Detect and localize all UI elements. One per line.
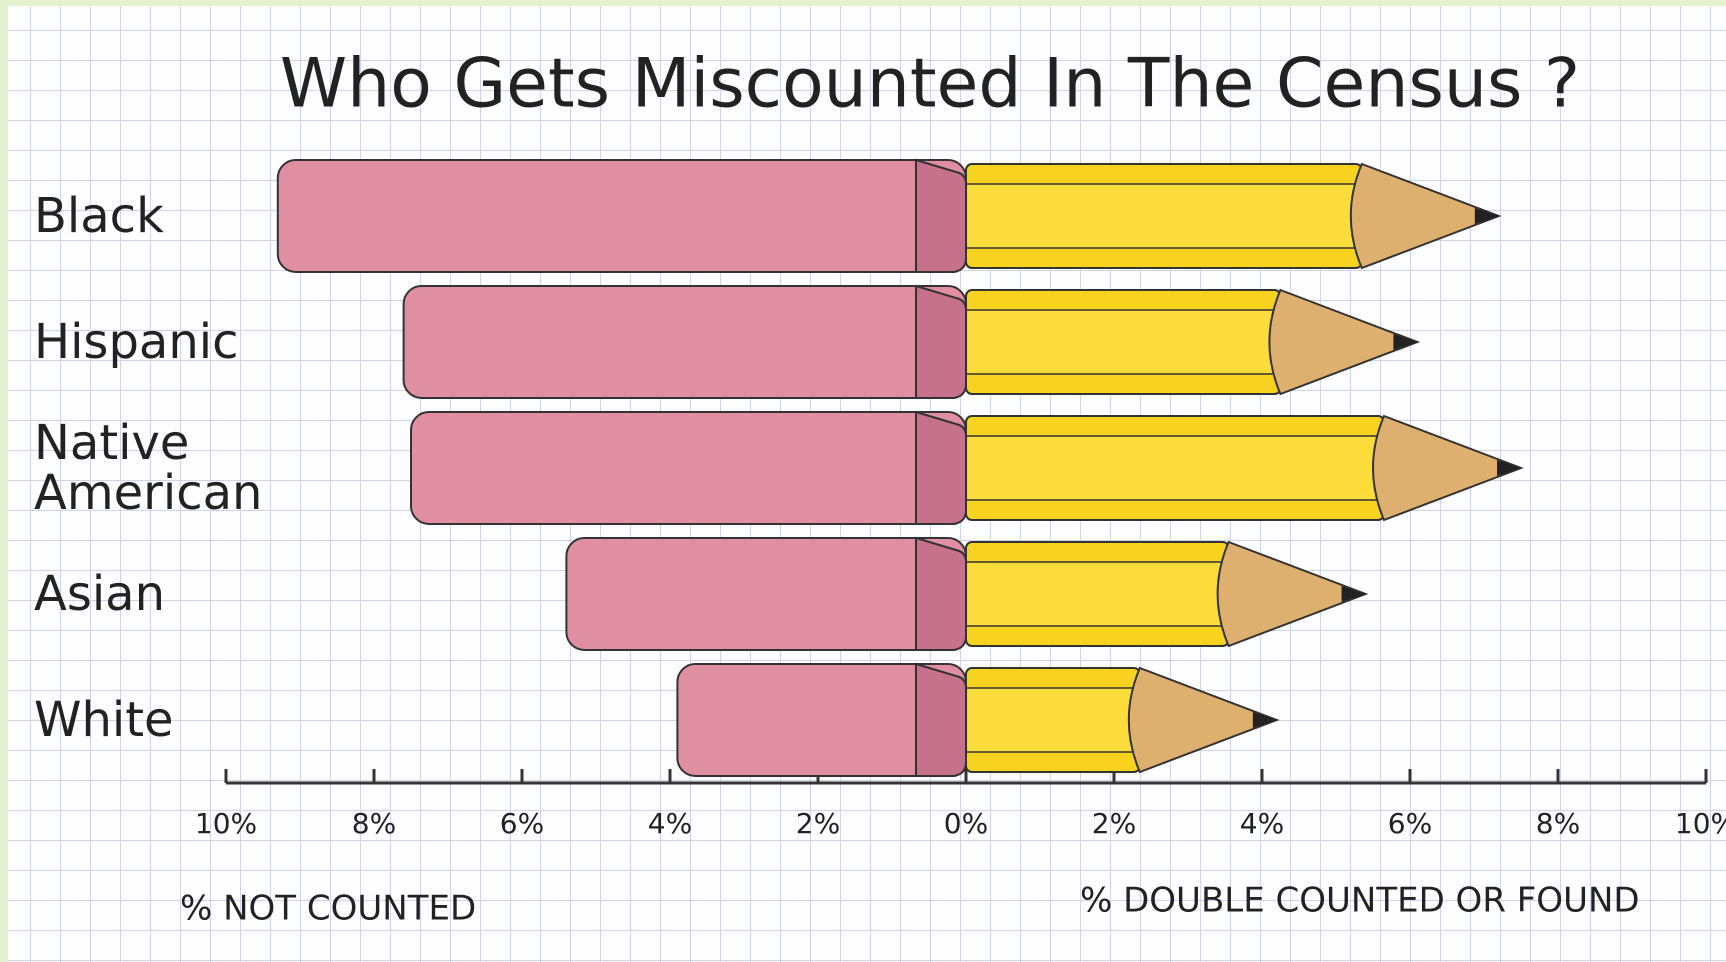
eraser-body [411, 412, 966, 524]
eraser-bar [278, 160, 966, 272]
category-label: Asian [34, 569, 244, 619]
pencil-stripe [968, 562, 1229, 626]
eraser-bar [677, 664, 966, 776]
pencil-stripe [968, 436, 1384, 500]
eraser-bar [411, 412, 966, 524]
x-tick-label: 10% [1675, 807, 1726, 840]
chart-title: Who Gets Miscounted In The Census ? [280, 45, 1580, 124]
eraser-end [916, 664, 966, 776]
x-tick-label: 4% [1240, 807, 1284, 840]
x-tick-label: 2% [1092, 807, 1136, 840]
x-tick-label: 2% [796, 807, 840, 840]
eraser-bar [566, 538, 966, 650]
category-label: Black [34, 191, 244, 241]
category-label: Hispanic [34, 317, 244, 367]
x-tick-label: 8% [352, 807, 396, 840]
pencil-stripe [968, 184, 1362, 248]
series-label: % DOUBLE COUNTED OR FOUND [1080, 881, 1640, 921]
x-tick-label: 6% [1388, 807, 1432, 840]
pencil-bar [966, 416, 1521, 520]
x-tick-label: 4% [648, 807, 692, 840]
eraser-body [566, 538, 966, 650]
eraser-end [916, 412, 966, 524]
pencil-bar [966, 668, 1277, 772]
x-tick-label: 0% [944, 807, 988, 840]
series-label: % NOT COUNTED [180, 889, 476, 929]
eraser-end [916, 286, 966, 398]
category-label: White [34, 695, 244, 745]
x-tick-label: 6% [500, 807, 544, 840]
eraser-end [916, 160, 966, 272]
category-label: Native American [34, 418, 244, 518]
pencil-stripe [968, 310, 1280, 374]
x-tick-label: 10% [195, 807, 257, 840]
pencil-bar [966, 164, 1499, 268]
eraser-end [916, 538, 966, 650]
x-tick-label: 8% [1536, 807, 1580, 840]
eraser-body [278, 160, 966, 272]
eraser-body [404, 286, 966, 398]
eraser-bar [404, 286, 966, 398]
pencil-stripe [968, 688, 1140, 752]
pencil-bar [966, 290, 1417, 394]
pencil-bar [966, 542, 1366, 646]
